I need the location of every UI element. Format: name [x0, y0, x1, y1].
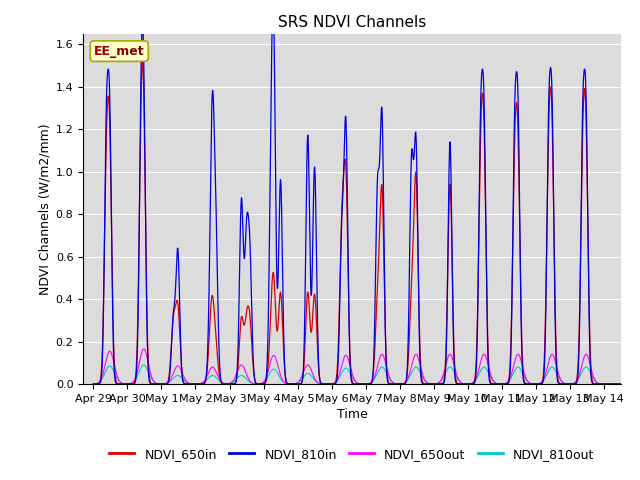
Title: SRS NDVI Channels: SRS NDVI Channels	[278, 15, 426, 30]
X-axis label: Time: Time	[337, 408, 367, 421]
Y-axis label: NDVI Channels (W/m2/mm): NDVI Channels (W/m2/mm)	[38, 123, 52, 295]
Legend: NDVI_650in, NDVI_810in, NDVI_650out, NDVI_810out: NDVI_650in, NDVI_810in, NDVI_650out, NDV…	[104, 443, 600, 466]
Text: EE_met: EE_met	[94, 45, 145, 58]
